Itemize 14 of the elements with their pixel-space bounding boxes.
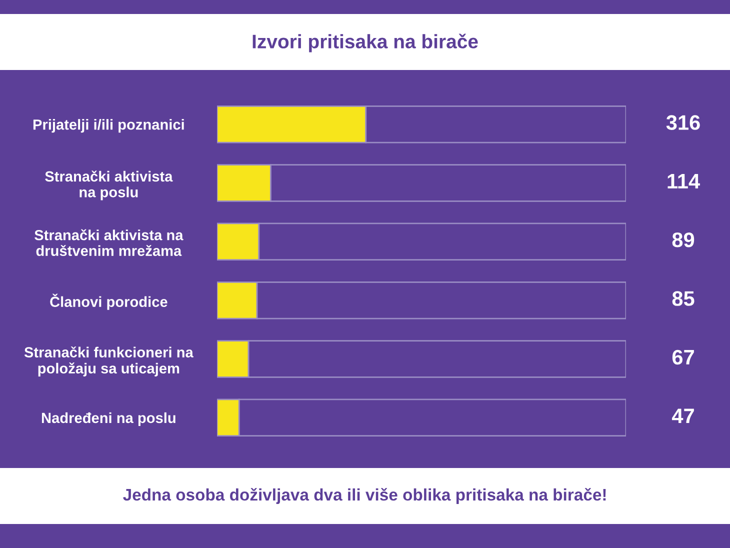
chart-title: Izvori pritisaka na birače <box>252 34 478 52</box>
y-tick-label: Stranački aktivista na poslu <box>45 170 173 200</box>
data-label: 316 <box>666 115 700 130</box>
data-label: 85 <box>672 291 694 306</box>
data-label: 89 <box>672 232 694 248</box>
data-label: 114 <box>668 174 700 188</box>
data-label: 67 <box>672 350 694 365</box>
y-tick-label: Stranački funkcioneri na položaju sa uticajem <box>24 346 194 376</box>
y-tick-label: Stranački aktivista na društvenim mrežama <box>34 229 184 256</box>
y-tick-label: Nadređeni na poslu <box>42 412 176 426</box>
text: Jedna osoba doživljava dva ili više oblika pritisaka na birače! <box>123 488 606 504</box>
data-label: 47 <box>672 408 694 424</box>
y-tick-label: Članovi porodice <box>50 294 168 310</box>
y-tick-label: Prijatelji i/ili poznanici <box>33 119 184 133</box>
